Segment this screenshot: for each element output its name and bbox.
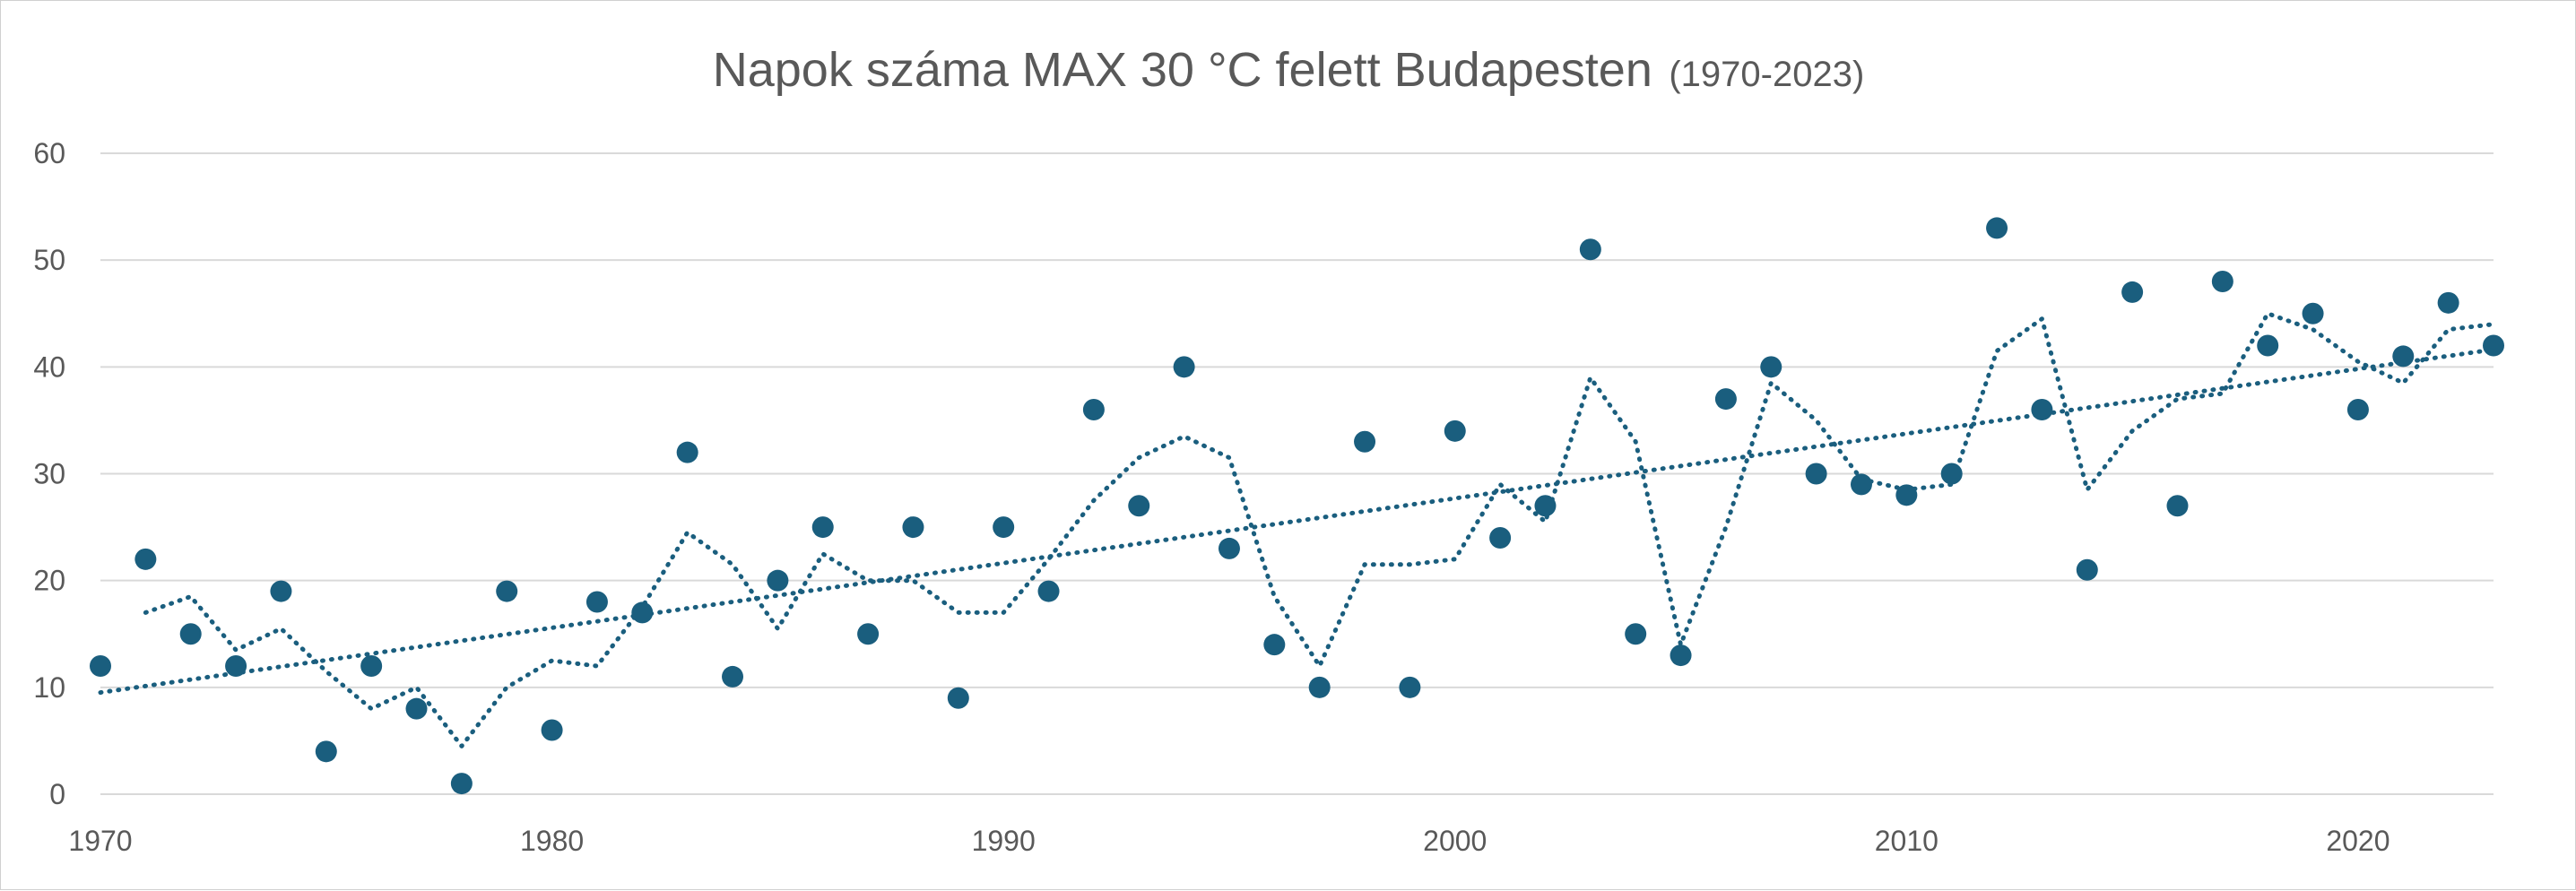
data-point xyxy=(1986,217,2008,239)
data-point xyxy=(1625,623,1647,645)
y-tick-label: 10 xyxy=(33,671,65,704)
y-tick-label: 50 xyxy=(33,244,65,276)
data-point xyxy=(2031,399,2053,420)
data-point xyxy=(2211,271,2233,292)
x-tick-label: 2010 xyxy=(1875,825,1939,857)
data-point xyxy=(857,623,880,645)
x-tick-label: 2000 xyxy=(1423,825,1487,857)
data-point xyxy=(315,740,337,763)
x-tick-label: 1980 xyxy=(520,825,584,857)
data-point xyxy=(450,773,473,795)
data-point xyxy=(1760,356,1782,378)
data-point xyxy=(2437,291,2459,314)
data-point xyxy=(1805,463,1827,485)
y-tick-label: 60 xyxy=(33,137,65,169)
trend-layer xyxy=(98,311,2496,748)
data-point xyxy=(1444,420,1466,442)
chart-title-main: Napok száma MAX 30 °C felett Budapesten xyxy=(713,43,1652,97)
x-tick-label: 1970 xyxy=(68,825,132,857)
data-point xyxy=(1399,676,1421,698)
data-point xyxy=(722,665,744,688)
chart-title-sub: (1970-2023) xyxy=(1669,55,1864,94)
data-point xyxy=(2076,558,2098,581)
data-point xyxy=(631,601,654,624)
x-tick-label: 1990 xyxy=(972,825,1036,857)
tick-layer: 0 10 20 30 40 50 60 1970 1980 1990 2000 2010 2020 xyxy=(33,137,2390,857)
data-point xyxy=(902,516,924,539)
data-point xyxy=(2121,281,2144,303)
data-point xyxy=(1940,463,1963,485)
data-point xyxy=(2392,345,2415,368)
data-point xyxy=(811,516,834,539)
data-point xyxy=(1037,580,1060,602)
y-tick-label: 40 xyxy=(33,350,65,383)
data-point xyxy=(1489,527,1512,549)
data-point xyxy=(767,569,789,592)
data-point xyxy=(179,623,202,645)
data-point xyxy=(2346,399,2369,420)
data-point xyxy=(2166,495,2189,517)
data-point xyxy=(1850,473,1872,496)
data-point xyxy=(541,719,563,741)
data-point xyxy=(1354,430,1376,453)
data-point xyxy=(993,516,1015,539)
data-point xyxy=(1128,495,1150,517)
moving-average-trendline xyxy=(143,311,2496,748)
data-point xyxy=(2257,334,2279,357)
data-point xyxy=(585,591,608,613)
data-point xyxy=(1579,238,1601,261)
data-point xyxy=(1308,676,1331,698)
data-point xyxy=(405,697,428,720)
data-point xyxy=(1082,399,1105,420)
x-tick-label: 2020 xyxy=(2326,825,2390,857)
data-point xyxy=(90,655,111,677)
point-layer xyxy=(90,217,2504,795)
data-point xyxy=(676,441,698,463)
data-point xyxy=(1218,537,1240,559)
data-point xyxy=(1714,388,1737,411)
data-point xyxy=(496,580,518,602)
data-point xyxy=(1670,644,1692,667)
y-tick-label: 30 xyxy=(33,458,65,490)
chart-title: Napok száma MAX 30 °C felett Budapesten … xyxy=(713,43,1865,97)
data-point xyxy=(360,655,383,677)
data-point xyxy=(2483,334,2504,357)
data-point xyxy=(947,687,969,709)
data-point xyxy=(1263,634,1286,656)
data-point xyxy=(1534,495,1557,517)
data-point xyxy=(225,655,247,677)
data-point xyxy=(1895,484,1918,506)
y-tick-label: 20 xyxy=(33,565,65,597)
data-point xyxy=(270,580,292,602)
data-point xyxy=(2302,302,2324,324)
data-point xyxy=(134,548,157,570)
y-tick-label: 0 xyxy=(49,778,65,810)
grid-layer xyxy=(100,152,2494,795)
linear-trendline xyxy=(98,347,2496,696)
data-point xyxy=(1173,356,1195,378)
